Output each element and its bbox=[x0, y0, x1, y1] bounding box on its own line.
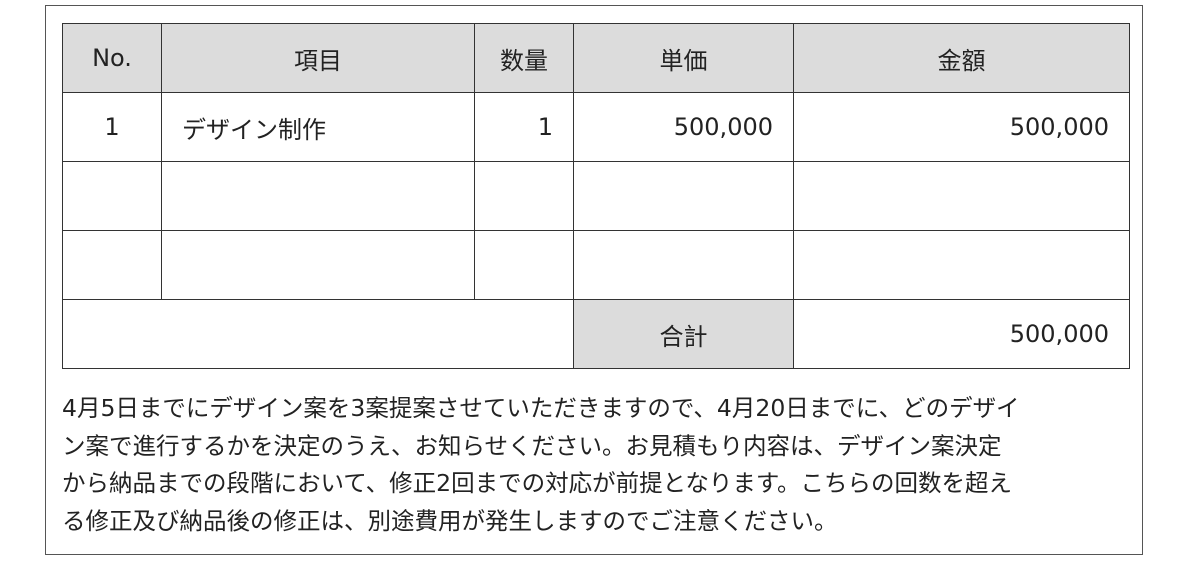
cell-no: 1 bbox=[62, 92, 162, 162]
header-item: 項目 bbox=[161, 23, 475, 93]
cell-no bbox=[62, 230, 162, 300]
note-line: から納品までの段階において、修正2回までの対応が前提となります。こちらの回数を超… bbox=[62, 469, 1013, 497]
cell-item bbox=[161, 230, 475, 300]
header-quantity: 数量 bbox=[474, 23, 574, 93]
cell-quantity: 1 bbox=[474, 92, 574, 162]
total-row: 合計 500,000 bbox=[62, 299, 1130, 369]
table-row: 1 デザイン制作 1 500,000 500,000 bbox=[62, 92, 1130, 162]
cell-amount bbox=[793, 161, 1130, 231]
header-unit-price: 単価 bbox=[573, 23, 794, 93]
note-line: る修正及び納品後の修正は、別途費用が発生しますのでご注意ください。 bbox=[62, 506, 838, 535]
note-line: ン案で進行するかを決定のうえ、お知らせください。お見積もり内容は、デザイン案決定 bbox=[62, 431, 1002, 460]
cell-amount: 500,000 bbox=[793, 92, 1130, 162]
total-blank-cell bbox=[62, 299, 574, 369]
header-no: No. bbox=[62, 23, 162, 93]
cell-quantity bbox=[474, 161, 574, 231]
cell-quantity bbox=[474, 230, 574, 300]
cell-amount bbox=[793, 230, 1130, 300]
estimate-table: No. 項目 数量 単価 金額 1 デザイン制作 1 500,000 500,0… bbox=[62, 23, 1130, 369]
cell-unit-price: 500,000 bbox=[573, 92, 794, 162]
cell-item: デザイン制作 bbox=[161, 92, 475, 162]
note-paragraph: 4月5日までにデザイン案を3案提案させていただきますので、4月20日までに、どの… bbox=[62, 390, 1142, 540]
cell-item bbox=[161, 161, 475, 231]
table-row bbox=[62, 230, 1130, 300]
cell-no bbox=[62, 161, 162, 231]
document-frame bbox=[45, 5, 1143, 555]
total-label: 合計 bbox=[573, 299, 794, 369]
note-line: 4月5日までにデザイン案を3案提案させていただきますので、4月20日までに、どの… bbox=[62, 394, 1020, 422]
table-row bbox=[62, 161, 1130, 231]
cell-unit-price bbox=[573, 230, 794, 300]
total-value: 500,000 bbox=[793, 299, 1130, 369]
cell-unit-price bbox=[573, 161, 794, 231]
table-header-row: No. 項目 数量 単価 金額 bbox=[62, 23, 1130, 93]
header-amount: 金額 bbox=[793, 23, 1130, 93]
